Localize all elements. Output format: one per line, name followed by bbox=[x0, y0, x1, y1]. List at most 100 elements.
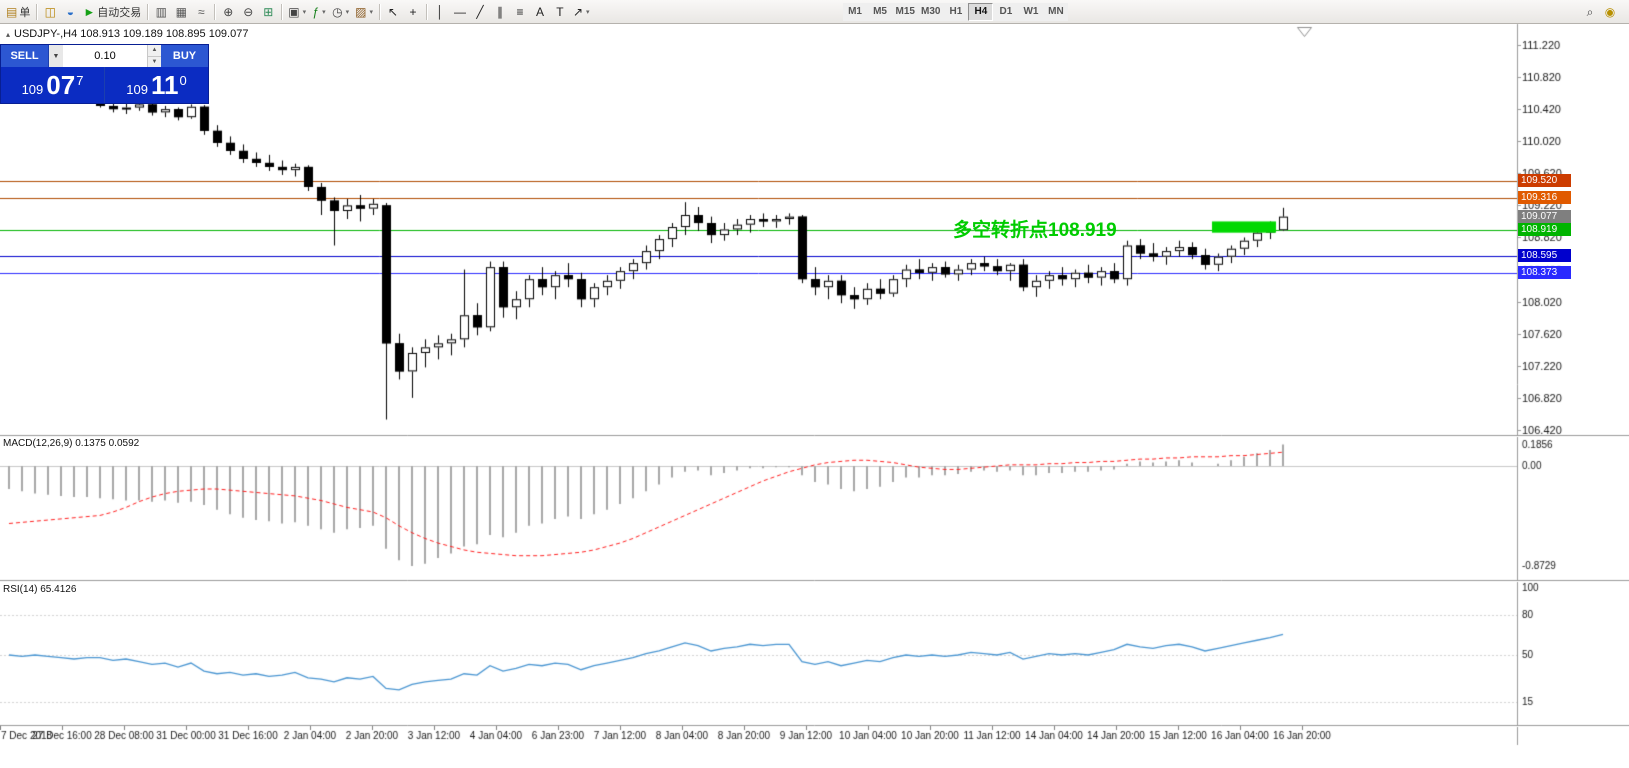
chart-annotation: 多空转折点108.919 bbox=[953, 220, 1117, 241]
label-icon[interactable]: T bbox=[550, 2, 570, 22]
chart-window-icon: ◫ bbox=[44, 4, 57, 19]
toolbar-separator bbox=[147, 3, 149, 20]
rsi-header: RSI(14) 65.4126 bbox=[3, 584, 77, 595]
bar-chart-icon[interactable]: ▥ bbox=[151, 2, 171, 22]
candlestick-icon: ▦ bbox=[175, 4, 187, 19]
tile-windows-icon[interactable]: ⊞ bbox=[258, 2, 278, 22]
zoom-out-icon: ⊖ bbox=[243, 4, 254, 19]
auto-trading-button: ► bbox=[83, 4, 96, 19]
search-icon: ⌕ bbox=[1586, 4, 1594, 19]
zoom-in-icon[interactable]: ⊕ bbox=[218, 2, 238, 22]
new-order-button[interactable]: ▤ 单 bbox=[3, 2, 33, 22]
tile-windows-icon: ⊞ bbox=[263, 4, 274, 19]
toolbar-separator bbox=[214, 3, 216, 20]
sell-button[interactable]: SELL bbox=[1, 45, 48, 67]
fibonacci-icon[interactable]: ≡ bbox=[510, 2, 530, 22]
profile-icon[interactable]: ◒ bbox=[60, 2, 80, 22]
symbol-info: ▴ USDJPY-,H4 108.913 109.189 108.895 109… bbox=[6, 28, 248, 40]
indicators-icon: ƒ bbox=[312, 4, 320, 19]
buy-button[interactable]: BUY bbox=[161, 45, 208, 67]
horizontal-line-icon: — bbox=[453, 4, 466, 19]
bid-prefix: 109 bbox=[21, 82, 44, 97]
timeframe-button-M30[interactable]: M30 bbox=[917, 2, 944, 21]
timeframe-button-H4[interactable]: H4 bbox=[968, 2, 994, 21]
panel-collapse-toggle-icon[interactable]: ▴ bbox=[6, 29, 11, 39]
timeframe-button-M5[interactable]: M5 bbox=[867, 2, 893, 21]
cursor-icon: ↖ bbox=[387, 4, 398, 19]
templates-icon: ▨ bbox=[355, 4, 367, 19]
line-chart-icon: ≈ bbox=[197, 4, 205, 19]
bid-price[interactable]: 109 07 7 bbox=[1, 67, 105, 103]
zoom-in-icon: ⊕ bbox=[223, 4, 234, 19]
crosshair-icon: + bbox=[409, 4, 417, 19]
toolbar-separator bbox=[36, 3, 38, 20]
community-icon[interactable]: ◉ bbox=[1600, 2, 1620, 22]
vertical-line-icon: │ bbox=[436, 4, 444, 19]
chevron-down-icon: ▾ bbox=[322, 8, 326, 16]
trendline-icon[interactable]: ╱ bbox=[470, 2, 490, 22]
timeframe-button-W1[interactable]: W1 bbox=[1018, 2, 1044, 21]
chevron-down-icon: ▾ bbox=[369, 8, 373, 16]
label-icon: T bbox=[556, 4, 564, 19]
volume-field-wrap: ▲ ▼ bbox=[63, 45, 161, 67]
new-chart-icon: ▣ bbox=[288, 4, 300, 19]
trade-panel-prices: 109 07 7 109 11 0 bbox=[1, 67, 208, 103]
fibonacci-icon: ≡ bbox=[516, 4, 524, 19]
volume-input[interactable] bbox=[63, 45, 147, 67]
chevron-down-icon: ▾ bbox=[302, 8, 307, 16]
toolbar-separator bbox=[281, 3, 283, 20]
line-chart-icon[interactable]: ≈ bbox=[191, 2, 211, 22]
chevron-down-icon: ▼ bbox=[52, 52, 60, 60]
one-click-trading-panel: SELL ▼ ▲ ▼ BUY 109 07 7 109 11 0 bbox=[0, 44, 209, 104]
bid-pip-digit: 7 bbox=[76, 73, 84, 88]
bid-main-digits: 07 bbox=[46, 70, 76, 100]
arrows-icon[interactable]: ↗ ▾ bbox=[570, 2, 593, 22]
horizontal-line-icon[interactable]: — bbox=[450, 2, 470, 22]
ask-price[interactable]: 109 11 0 bbox=[105, 67, 208, 103]
toolbar-main-group: ▤ 单 ◫ ◒ ► 自动交易 ▥ ▦ ≈ ⊕ ⊖ ⊞ ▣ ▾ ƒ ▾ ◷ ▾ ▨ ▾ ↖ + │ — ╱ ∥ ≡ A T ↗ ▾ bbox=[3, 2, 593, 22]
chevron-down-icon: ▾ bbox=[345, 8, 350, 16]
periods-icon[interactable]: ◷ ▾ bbox=[329, 2, 352, 22]
volume-down-icon[interactable]: ▼ bbox=[148, 56, 161, 67]
ask-main-digits: 11 bbox=[150, 70, 179, 100]
community-icon: ◉ bbox=[1604, 4, 1616, 19]
text-icon: A bbox=[535, 4, 544, 19]
toolbar-separator bbox=[425, 3, 427, 20]
arrows-icon: ↗ bbox=[572, 4, 584, 19]
indicators-icon[interactable]: ƒ ▾ bbox=[309, 2, 329, 22]
new-chart-icon[interactable]: ▣ ▾ bbox=[285, 2, 309, 22]
text-icon[interactable]: A bbox=[530, 2, 550, 22]
vertical-line-icon[interactable]: │ bbox=[430, 2, 450, 22]
crosshair-icon[interactable]: + bbox=[403, 2, 423, 22]
trendline-icon: ╱ bbox=[476, 4, 484, 19]
volume-dropdown-button[interactable]: ▼ bbox=[48, 45, 63, 67]
auto-trading-button-label: 自动交易 bbox=[97, 6, 142, 19]
timeframe-button-M15[interactable]: M15 bbox=[892, 2, 918, 21]
ask-pip-digit: 0 bbox=[179, 73, 187, 88]
toolbar-separator bbox=[378, 3, 380, 20]
chart-window-icon[interactable]: ◫ bbox=[40, 2, 60, 22]
timeframe-button-MN[interactable]: MN bbox=[1043, 2, 1069, 21]
candlestick-icon[interactable]: ▦ bbox=[171, 2, 191, 22]
timeframe-buttons: M1 M5 M15 M30 H1 H4 D1 W1 MN bbox=[842, 2, 1069, 21]
auto-trading-button[interactable]: ► 自动交易 bbox=[80, 2, 144, 22]
ask-prefix: 109 bbox=[126, 82, 148, 97]
macd-header: MACD(12,26,9) 0.1375 0.0592 bbox=[3, 438, 140, 449]
channel-icon[interactable]: ∥ bbox=[490, 2, 510, 22]
channel-icon: ∥ bbox=[496, 4, 503, 19]
volume-up-icon[interactable]: ▲ bbox=[148, 45, 161, 57]
search-icon[interactable]: ⌕ bbox=[1580, 2, 1600, 22]
periods-icon: ◷ bbox=[332, 4, 343, 19]
chevron-down-icon: ▾ bbox=[586, 8, 590, 16]
trade-panel-controls: SELL ▼ ▲ ▼ BUY bbox=[1, 45, 208, 67]
toolbar-right-group: ⌕ ◉ bbox=[1580, 2, 1620, 22]
bar-chart-icon: ▥ bbox=[155, 4, 167, 19]
templates-icon[interactable]: ▨ ▾ bbox=[352, 2, 376, 22]
zoom-out-icon[interactable]: ⊖ bbox=[238, 2, 258, 22]
new-order-button-label: 单 bbox=[19, 6, 31, 19]
cursor-icon[interactable]: ↖ bbox=[383, 2, 403, 22]
timeframe-button-M1[interactable]: M1 bbox=[842, 2, 868, 21]
timeframe-button-D1[interactable]: D1 bbox=[993, 2, 1019, 21]
timeframe-button-H1[interactable]: H1 bbox=[943, 2, 969, 21]
